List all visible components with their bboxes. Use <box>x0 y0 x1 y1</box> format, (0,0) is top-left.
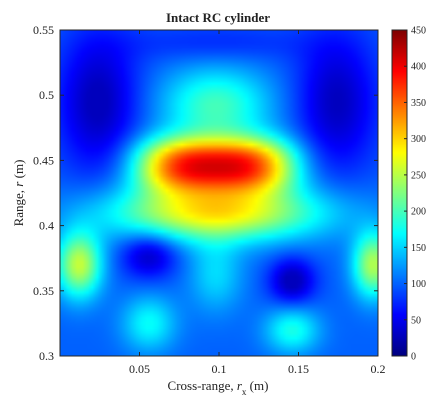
colorbar-tick-label: 300 <box>411 134 426 145</box>
colorbar-tick-label: 0 <box>411 352 416 363</box>
colorbar-tick-label: 400 <box>411 62 426 73</box>
chart-title: Intact RC cylinder <box>166 10 270 25</box>
y-axis-label: Range, r (m) <box>11 160 26 227</box>
y-tick-label: 0.45 <box>33 153 54 167</box>
y-tick-label: 0.35 <box>33 284 54 298</box>
colorbar-tick-label: 350 <box>411 98 426 109</box>
colorbar-ticks: 0 50 100 150 200 250 300 350 400 450 <box>404 26 426 363</box>
plot-area <box>59 29 379 357</box>
colorbar-tick-label: 200 <box>411 207 426 218</box>
x-tick-label: 0.15 <box>288 362 309 376</box>
colorbar: 0 50 100 150 200 250 300 350 400 450 <box>391 26 426 363</box>
colorbar-frame <box>391 29 408 357</box>
y-tick-label: 0.3 <box>39 349 54 363</box>
colorbar-tick-label: 250 <box>411 170 426 181</box>
colorbar-tick-label: 150 <box>411 243 426 254</box>
x-axis-label: Cross-range, rx (m) <box>168 378 269 397</box>
y-axis: 0.3 0.35 0.4 0.45 0.5 0.55 <box>33 23 378 363</box>
colorbar-tick-label: 450 <box>411 26 426 37</box>
y-tick-label: 0.5 <box>39 88 54 102</box>
y-tick-label: 0.4 <box>39 219 54 233</box>
y-tick-label: 0.55 <box>33 23 54 37</box>
x-tick-label: 0.2 <box>371 362 386 376</box>
colorbar-tick-label: 100 <box>411 279 426 290</box>
heatmap-image <box>60 30 378 356</box>
x-tick-label: 0.1 <box>212 362 227 376</box>
colorbar-tick-label: 50 <box>411 315 421 326</box>
x-axis: 0.05 0.1 0.15 0.2 <box>129 30 386 376</box>
x-tick-label: 0.05 <box>129 362 150 376</box>
colorbar-gradient <box>392 30 407 356</box>
